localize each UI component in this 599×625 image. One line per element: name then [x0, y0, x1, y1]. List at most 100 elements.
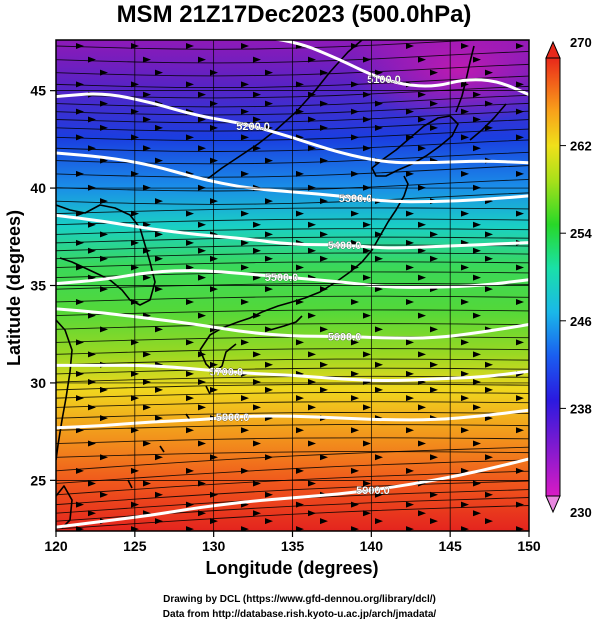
- cold-core-shading: [350, 40, 529, 125]
- y-tick-label: 30: [30, 375, 46, 391]
- streamline-arrow: [265, 255, 273, 262]
- streamline-arrow: [430, 361, 438, 368]
- streamline-arrow: [320, 69, 328, 76]
- streamline-arrow: [88, 221, 96, 228]
- streamline-arrow: [516, 427, 524, 434]
- streamline-arrow: [485, 69, 493, 76]
- streamline-arrow: [100, 326, 108, 333]
- streamline-arrow: [76, 395, 84, 402]
- streamline: [56, 391, 529, 399]
- streamline-arrow: [155, 386, 163, 393]
- streamline-arrow: [485, 124, 493, 131]
- x-tick-label: 150: [517, 538, 541, 554]
- streamline-arrow: [363, 145, 371, 152]
- streamline: [56, 110, 529, 124]
- streamline-arrow: [406, 298, 414, 305]
- streamline-arrow: [320, 518, 328, 525]
- streamline-arrow: [473, 312, 481, 319]
- colorbar-tick-label: 254: [570, 226, 592, 241]
- streamline-arrow: [155, 454, 163, 461]
- streamline: [56, 192, 529, 205]
- streamline-arrow: [485, 491, 493, 498]
- streamline-arrow: [406, 427, 414, 434]
- streamline-arrow: [430, 231, 438, 238]
- streamline-arrow: [375, 454, 383, 461]
- streamline-arrow: [265, 361, 273, 368]
- streamline-arrow: [473, 351, 481, 358]
- streamline-arrow: [88, 480, 96, 487]
- streamline-arrow: [473, 510, 481, 517]
- streamline-arrow: [351, 210, 359, 217]
- streamline-arrow: [198, 116, 206, 123]
- streamline-arrow: [363, 56, 371, 63]
- streamline-arrow: [241, 170, 249, 177]
- streamline-arrow: [186, 81, 194, 88]
- streamline-arrow: [320, 231, 328, 238]
- streamline-arrow: [88, 247, 96, 254]
- streamline-arrow: [88, 510, 96, 517]
- streamline-arrow: [76, 81, 84, 88]
- streamline-arrow: [241, 526, 249, 531]
- coastline: [56, 40, 507, 529]
- streamline-arrow: [461, 108, 469, 115]
- streamline-arrow: [430, 491, 438, 498]
- streamline-arrow: [100, 69, 108, 76]
- y-tick-label: 45: [30, 83, 46, 99]
- streamline-arrow: [418, 274, 426, 281]
- streamline-arrow: [241, 108, 249, 115]
- streamline-arrow: [88, 312, 96, 319]
- streamline: [56, 437, 529, 444]
- y-axis: 25 30 35 40 45: [30, 83, 56, 488]
- streamline-arrow: [375, 69, 383, 76]
- x-tick-label: 120: [44, 538, 68, 554]
- streamline-arrow: [430, 255, 438, 262]
- streamline-arrow: [186, 264, 194, 271]
- streamline-arrow: [516, 43, 524, 49]
- streamline-arrow: [375, 100, 383, 107]
- streamline-arrow: [363, 184, 371, 191]
- streamline-arrow: [198, 440, 206, 447]
- y-tick-label: 25: [30, 472, 46, 488]
- streamline-arrow: [143, 404, 151, 411]
- streamline-arrow: [375, 361, 383, 368]
- streamline-arrow: [253, 510, 261, 517]
- streamline-arrow: [143, 184, 151, 191]
- streamline-arrow: [88, 404, 96, 411]
- streamline-arrow: [375, 386, 383, 393]
- contour-label: 5300.0: [339, 193, 373, 205]
- streamline-arrow: [516, 264, 524, 271]
- streamline: [56, 505, 529, 530]
- streamline-arrow: [241, 395, 249, 402]
- streamline-arrow: [100, 255, 108, 262]
- streamline-arrow: [473, 184, 481, 191]
- colorbar: 230 238 246 254 262 270: [545, 35, 592, 520]
- streamline-arrow: [198, 56, 206, 63]
- streamline-arrow: [406, 370, 414, 377]
- streamline-arrow: [186, 210, 194, 217]
- streamline-arrow: [155, 491, 163, 498]
- streamline-arrow: [155, 157, 163, 164]
- streamline-arrow: [265, 198, 273, 205]
- streamline-arrow: [76, 170, 84, 177]
- streamline-arrow: [430, 386, 438, 393]
- streamline-arrow: [186, 467, 194, 474]
- streamline-arrow: [100, 231, 108, 238]
- streamline-arrow: [351, 134, 359, 141]
- plot-area: 5100.0 5200.0 5300.0 5400.0 5500.0 5600.0 5700…: [56, 40, 529, 531]
- streamline-arrow: [418, 440, 426, 447]
- colorbar-tick-label: 246: [570, 314, 592, 329]
- streamline-arrow: [485, 518, 493, 525]
- streamline-arrow: [143, 116, 151, 123]
- streamline-arrow: [76, 467, 84, 474]
- streamline-arrow: [418, 145, 426, 152]
- streamline-arrow: [198, 221, 206, 228]
- streamline-arrow: [461, 501, 469, 508]
- streamline-arrow: [265, 100, 273, 107]
- y-tick-label: 40: [30, 180, 46, 196]
- streamline-arrow: [241, 43, 249, 49]
- streamline: [56, 50, 529, 64]
- streamline-arrow: [241, 298, 249, 305]
- streamline-arrow: [76, 43, 84, 49]
- streamline-arrow: [155, 415, 163, 422]
- streamline-arrow: [186, 370, 194, 377]
